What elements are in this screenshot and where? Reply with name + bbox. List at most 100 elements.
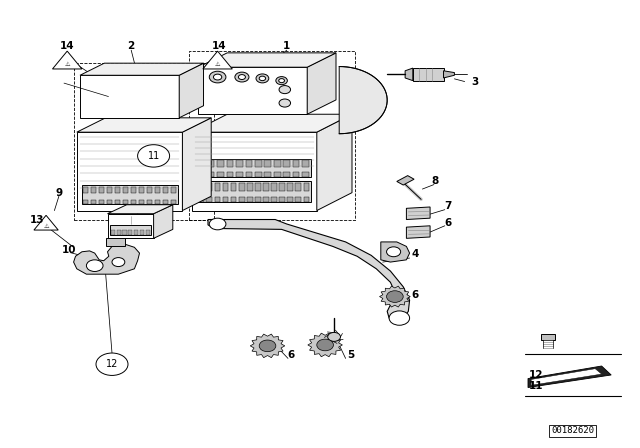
Bar <box>264 160 271 167</box>
Bar <box>287 197 293 202</box>
Bar <box>83 200 88 204</box>
Polygon shape <box>77 118 211 132</box>
Text: 8: 8 <box>431 176 439 186</box>
Text: 3: 3 <box>471 77 479 86</box>
Circle shape <box>213 74 222 80</box>
Circle shape <box>112 258 125 267</box>
Bar <box>284 160 290 167</box>
Bar <box>302 160 309 167</box>
Bar <box>189 51 355 220</box>
Circle shape <box>279 78 285 82</box>
Polygon shape <box>308 333 342 357</box>
Polygon shape <box>192 132 317 211</box>
Bar <box>227 172 234 177</box>
Bar <box>296 183 301 191</box>
Bar <box>115 187 120 194</box>
Circle shape <box>235 72 249 82</box>
Bar <box>123 200 128 204</box>
Bar <box>293 160 300 167</box>
Bar <box>171 200 176 204</box>
Bar <box>231 197 236 202</box>
Bar <box>303 197 309 202</box>
Bar <box>207 183 212 191</box>
Circle shape <box>389 311 410 325</box>
Bar <box>74 63 214 220</box>
Polygon shape <box>413 68 444 81</box>
Bar <box>263 197 269 202</box>
Text: 5: 5 <box>347 350 355 360</box>
Bar <box>198 159 311 177</box>
Polygon shape <box>182 118 211 211</box>
Text: 00182620: 00182620 <box>551 426 595 435</box>
Polygon shape <box>106 238 125 246</box>
Polygon shape <box>80 63 204 75</box>
Polygon shape <box>317 114 352 211</box>
Text: 6: 6 <box>411 290 419 300</box>
Text: 12: 12 <box>529 370 543 380</box>
Bar <box>134 230 138 235</box>
Polygon shape <box>406 226 430 238</box>
Bar <box>239 197 244 202</box>
Text: 9: 9 <box>55 188 63 198</box>
Bar <box>271 197 277 202</box>
Polygon shape <box>307 53 336 114</box>
Bar <box>303 183 309 191</box>
Bar <box>139 187 144 194</box>
Bar <box>122 230 127 235</box>
Bar <box>198 181 311 202</box>
Bar <box>246 160 252 167</box>
Bar <box>198 183 204 191</box>
Circle shape <box>259 76 266 81</box>
Circle shape <box>209 218 226 230</box>
Polygon shape <box>203 51 232 69</box>
Circle shape <box>259 340 276 352</box>
Text: 13: 13 <box>30 215 44 225</box>
Circle shape <box>138 145 170 167</box>
Bar <box>274 172 280 177</box>
Circle shape <box>209 71 226 83</box>
Bar <box>284 172 290 177</box>
Bar <box>271 183 277 191</box>
Text: 4: 4 <box>411 250 419 259</box>
Text: 10: 10 <box>62 245 76 254</box>
Circle shape <box>387 247 401 257</box>
Bar <box>274 160 280 167</box>
Circle shape <box>279 99 291 107</box>
Polygon shape <box>444 71 454 78</box>
Bar <box>82 185 178 204</box>
Polygon shape <box>154 205 173 238</box>
Bar <box>128 230 132 235</box>
Bar <box>223 197 228 202</box>
Bar <box>302 172 309 177</box>
Bar <box>214 183 220 191</box>
Bar <box>131 187 136 194</box>
Bar <box>106 200 112 204</box>
Polygon shape <box>108 214 154 238</box>
Bar <box>208 172 214 177</box>
Bar <box>139 200 144 204</box>
Bar <box>263 183 269 191</box>
Bar <box>146 230 150 235</box>
Bar <box>110 225 151 235</box>
Bar <box>147 187 152 194</box>
Bar <box>147 200 152 204</box>
Circle shape <box>328 332 340 341</box>
Text: 1: 1 <box>283 41 291 51</box>
Text: 14: 14 <box>60 41 74 51</box>
Bar <box>171 187 176 194</box>
Polygon shape <box>531 369 602 385</box>
Bar <box>198 160 205 167</box>
Text: 7: 7 <box>444 201 452 211</box>
Bar <box>236 160 243 167</box>
Polygon shape <box>179 63 204 118</box>
Bar <box>255 160 262 167</box>
Bar <box>218 172 224 177</box>
Bar <box>231 183 236 191</box>
Text: 6: 6 <box>444 218 452 228</box>
Bar <box>208 160 214 167</box>
Polygon shape <box>405 68 413 81</box>
Polygon shape <box>541 334 555 340</box>
Bar <box>279 183 285 191</box>
Circle shape <box>239 74 246 79</box>
Polygon shape <box>52 51 82 69</box>
